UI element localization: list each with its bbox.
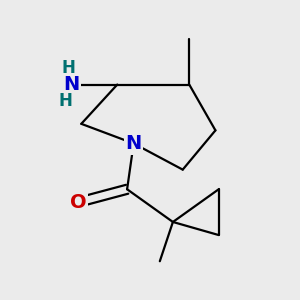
Text: O: O — [70, 193, 86, 212]
Text: H: H — [61, 59, 75, 77]
Text: N: N — [125, 134, 142, 153]
Text: N: N — [63, 75, 80, 94]
Text: H: H — [58, 92, 72, 110]
